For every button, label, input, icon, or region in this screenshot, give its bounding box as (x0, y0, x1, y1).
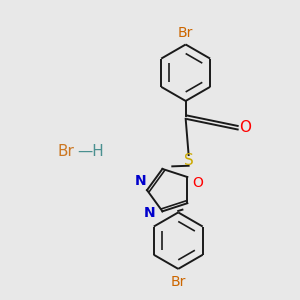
Text: Br: Br (170, 275, 186, 289)
Text: N: N (135, 174, 146, 188)
Text: Br: Br (58, 144, 75, 159)
Text: Br: Br (178, 26, 194, 40)
Text: S: S (184, 153, 194, 168)
Text: O: O (193, 176, 203, 190)
Text: —H: —H (77, 144, 104, 159)
Text: O: O (239, 120, 251, 135)
Text: N: N (144, 206, 155, 220)
